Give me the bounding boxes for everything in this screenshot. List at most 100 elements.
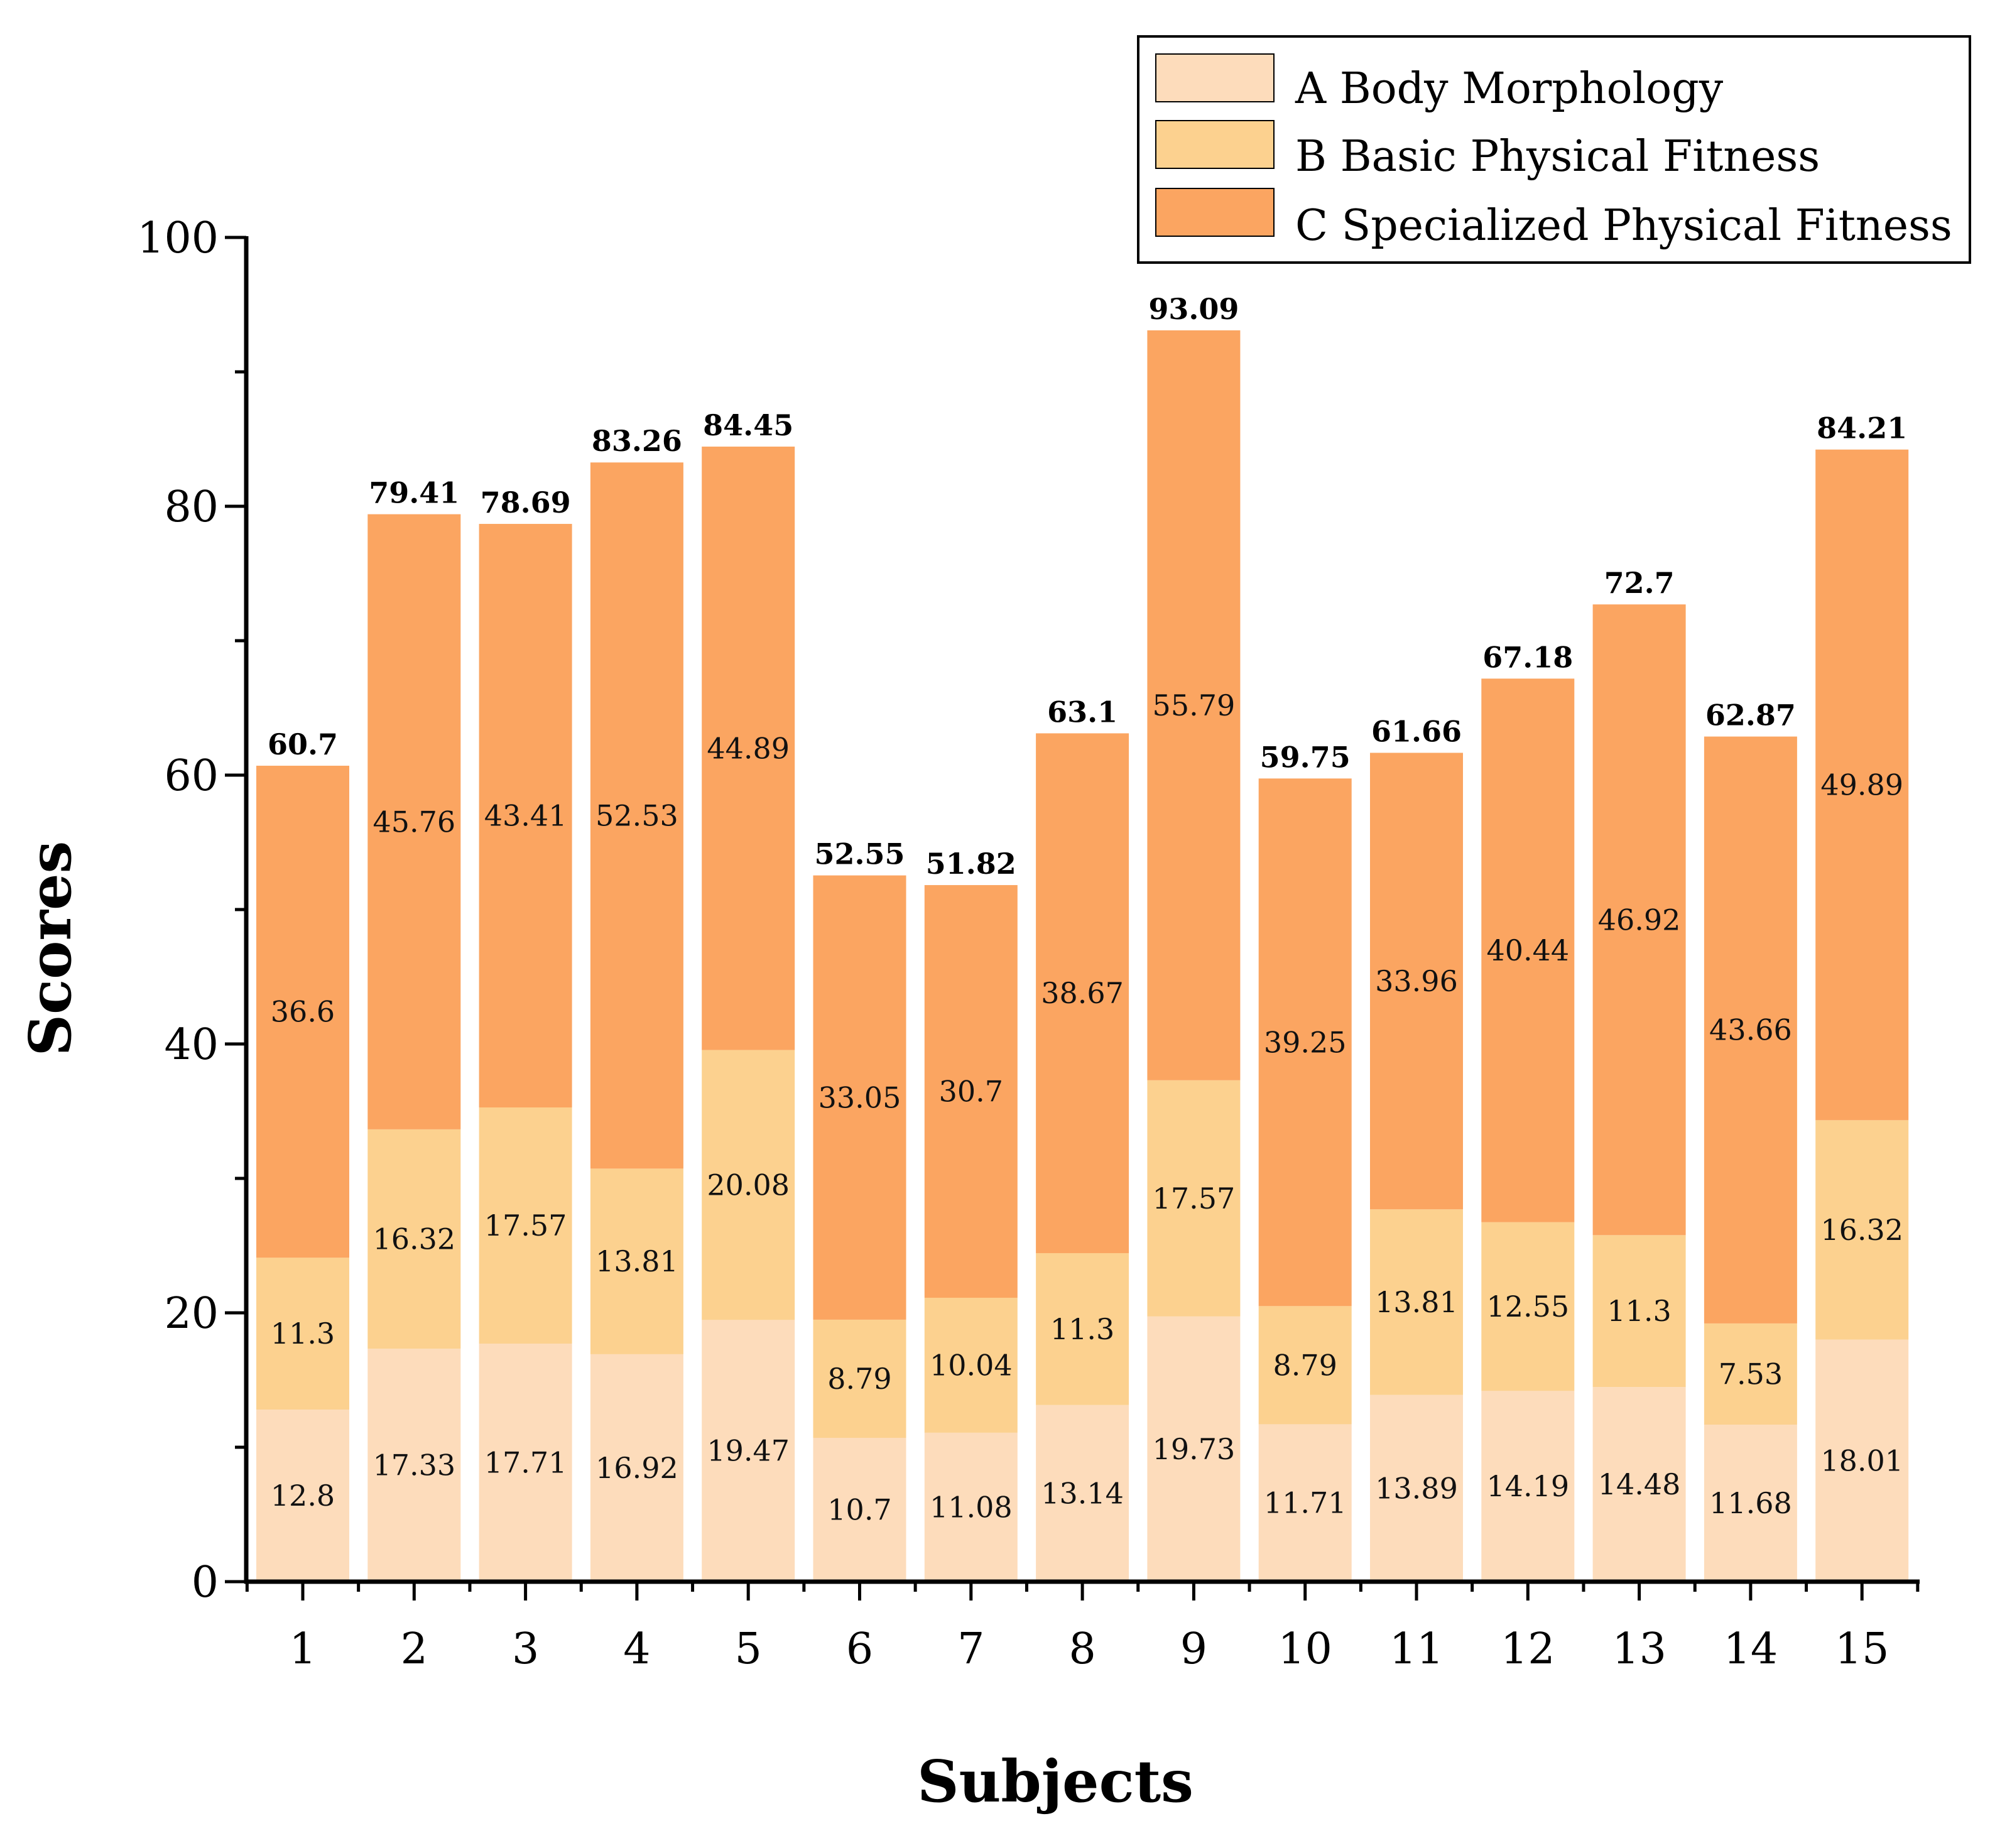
- segment-value-label: 11.71: [1264, 1486, 1347, 1520]
- bar-segment-b-9: [1147, 1080, 1241, 1317]
- segment-value-label: 43.41: [484, 799, 567, 833]
- segment-value-label: 39.25: [1264, 1025, 1347, 1059]
- bar-segment-c-3: [479, 524, 572, 1108]
- legend-frame: [1137, 35, 1971, 264]
- x-tick-label: 8: [1068, 1624, 1096, 1674]
- segment-value-label: 52.53: [595, 798, 678, 832]
- segment-value-label: 17.57: [1153, 1182, 1236, 1215]
- segment-value-label: 30.7: [939, 1075, 1003, 1109]
- x-tick-label: 4: [623, 1624, 650, 1674]
- bar-segment-c-8: [1036, 733, 1129, 1253]
- segment-value-label: 43.66: [1709, 1013, 1792, 1047]
- segment-value-label: 17.57: [484, 1209, 567, 1242]
- x-tick-label: 2: [401, 1624, 428, 1674]
- bar-total-label: 84.21: [1817, 411, 1907, 445]
- segment-value-label: 36.6: [271, 995, 335, 1029]
- segment-value-label: 7.53: [1719, 1357, 1783, 1391]
- x-tick-label: 3: [512, 1624, 539, 1674]
- segment-value-label: 38.67: [1041, 976, 1124, 1010]
- bar-segment-a-14: [1704, 1425, 1797, 1582]
- bar-segment-c-12: [1481, 678, 1575, 1222]
- bar-segment-a-8: [1036, 1405, 1129, 1582]
- bar-segment-a-9: [1147, 1316, 1241, 1582]
- y-tick-label: 0: [192, 1558, 219, 1607]
- bar-segment-a-11: [1370, 1394, 1463, 1582]
- segment-value-label: 49.89: [1820, 768, 1903, 802]
- bar-segment-a-6: [813, 1438, 906, 1582]
- bar-segment-a-3: [479, 1344, 572, 1582]
- bar-segment-a-10: [1258, 1424, 1352, 1582]
- segment-value-label: 13.89: [1375, 1471, 1458, 1505]
- segment-value-label: 17.71: [484, 1446, 567, 1480]
- legend-swatch-c: [1155, 188, 1275, 237]
- bar-total-label: 79.41: [369, 476, 459, 510]
- segment-value-label: 11.08: [930, 1490, 1013, 1524]
- bar-segment-c-11: [1370, 753, 1463, 1210]
- bar-total-label: 60.7: [268, 727, 338, 761]
- bar-segment-b-14: [1704, 1323, 1797, 1425]
- legend-swatch-a: [1155, 53, 1275, 102]
- bar-segment-b-5: [702, 1050, 795, 1320]
- x-tick-label: 5: [735, 1624, 762, 1674]
- bar-total-label: 51.82: [926, 847, 1016, 881]
- segment-value-label: 8.79: [1273, 1348, 1337, 1382]
- legend-label-c: C Specialized Physical Fitness: [1295, 201, 1952, 251]
- bar-segment-a-7: [924, 1432, 1018, 1582]
- bar-total-label: 83.26: [592, 424, 682, 458]
- legend-label-b: B Basic Physical Fitness: [1295, 132, 1820, 182]
- segment-value-label: 13.14: [1041, 1476, 1124, 1510]
- segment-value-label: 8.79: [827, 1362, 891, 1396]
- x-tick-label: 1: [289, 1624, 316, 1674]
- bar-segment-b-7: [924, 1298, 1018, 1433]
- segment-value-label: 20.08: [707, 1168, 790, 1202]
- bar-total-label: 63.1: [1047, 695, 1117, 729]
- y-axis-title: Scores: [16, 841, 84, 1057]
- bar-segment-a-5: [702, 1320, 795, 1582]
- segment-value-label: 33.96: [1375, 964, 1458, 998]
- bar-segment-c-15: [1815, 449, 1909, 1121]
- segment-value-label: 11.3: [271, 1317, 335, 1351]
- x-tick-label: 6: [846, 1624, 873, 1674]
- x-tick-label: 15: [1835, 1624, 1889, 1674]
- bar-segment-b-12: [1481, 1222, 1575, 1391]
- bar-segment-c-1: [256, 766, 349, 1258]
- bar-segment-a-2: [367, 1349, 461, 1582]
- segment-value-label: 16.92: [595, 1451, 678, 1485]
- bar-segment-a-12: [1481, 1391, 1575, 1582]
- bar-segment-a-15: [1815, 1339, 1909, 1582]
- x-tick-label: 7: [957, 1624, 984, 1674]
- y-tick-label: 80: [164, 482, 219, 532]
- segment-value-label: 46.92: [1598, 903, 1681, 937]
- x-tick-label: 10: [1278, 1624, 1332, 1674]
- segment-value-label: 33.05: [818, 1080, 901, 1114]
- bar-segment-c-5: [702, 446, 795, 1050]
- bar-segment-c-14: [1704, 736, 1797, 1323]
- bar-total-label: 78.69: [481, 486, 571, 519]
- bar-segment-c-4: [590, 462, 683, 1169]
- segment-value-label: 11.68: [1709, 1486, 1792, 1520]
- segment-value-label: 18.01: [1820, 1443, 1903, 1477]
- bar-segment-a-4: [590, 1354, 683, 1582]
- bar-segment-c-13: [1592, 604, 1686, 1236]
- segment-value-label: 17.33: [372, 1449, 455, 1482]
- bar-segment-b-3: [479, 1107, 572, 1344]
- bar-segment-a-13: [1592, 1387, 1686, 1582]
- segment-value-label: 16.32: [372, 1222, 455, 1256]
- bar-segment-b-15: [1815, 1120, 1909, 1340]
- bar-segment-b-4: [590, 1168, 683, 1354]
- x-tick-label: 11: [1389, 1624, 1444, 1674]
- bar-segment-c-6: [813, 875, 906, 1320]
- bars-group: 12.8 11.3 36.6 60.7 17.33 16.32 45.76 79.41 17.7…: [256, 292, 1909, 1582]
- segment-value-label: 11.3: [1607, 1294, 1671, 1328]
- segment-value-label: 44.89: [707, 731, 790, 765]
- bar-segment-b-11: [1370, 1209, 1463, 1395]
- segment-value-label: 12.55: [1486, 1290, 1569, 1323]
- legend-label-a: A Body Morphology: [1295, 64, 1724, 114]
- bar-segment-c-7: [924, 885, 1018, 1298]
- legend: A Body Morphology B Basic Physical Fitne…: [1137, 35, 1971, 264]
- segment-value-label: 10.04: [930, 1348, 1013, 1382]
- segment-value-label: 13.81: [595, 1244, 678, 1278]
- bar-total-label: 72.7: [1604, 566, 1675, 600]
- bar-total-label: 67.18: [1482, 640, 1573, 674]
